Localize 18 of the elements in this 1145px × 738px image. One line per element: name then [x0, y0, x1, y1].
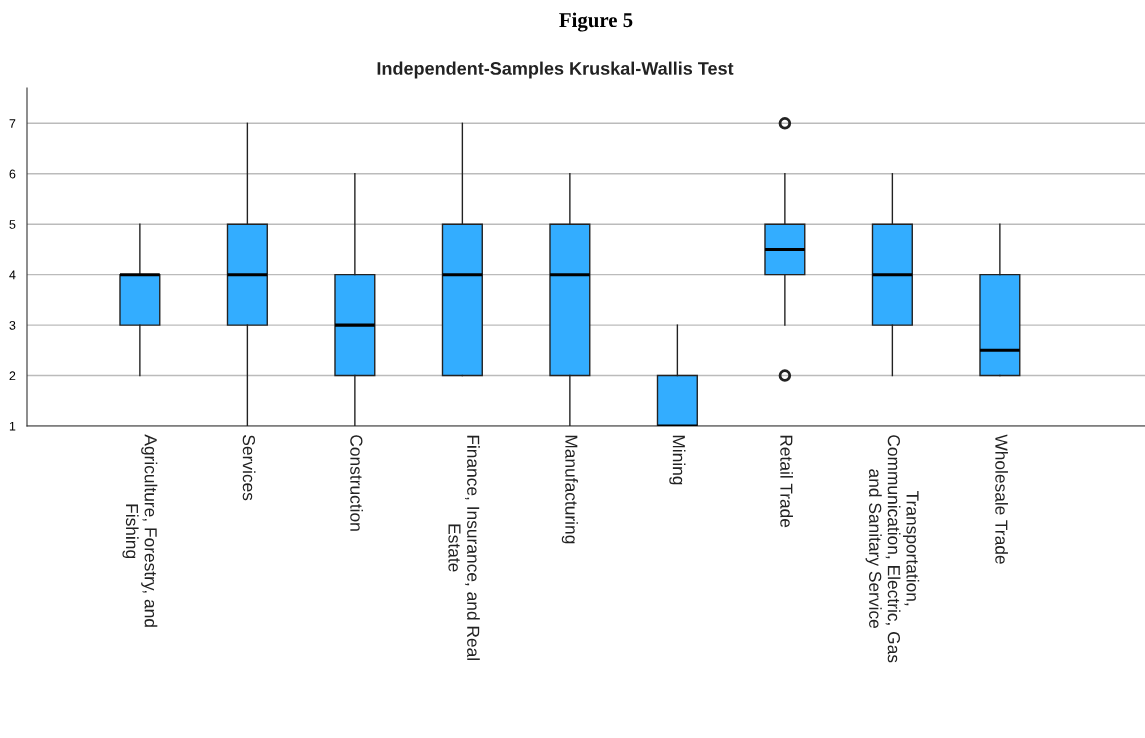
y-tick-label: 7 [9, 119, 16, 128]
x-tick-label: Mining [669, 435, 686, 485]
x-tick-label: Transportation, Communication, Electric, Gas and Sanitary Service [865, 435, 920, 663]
x-tick-label: Wholesale Trade [995, 434, 1008, 564]
y-tick-label: 2 [9, 371, 16, 381]
x-tick-label: Agriculture, Forestry, and Fishing [122, 434, 158, 627]
y-tick-label: 5 [9, 220, 16, 229]
y-tick-label: 1 [9, 421, 16, 431]
x-tick-label: Finance, Insurance, and Real Estate [448, 435, 480, 660]
x-tick-label: Services [242, 435, 256, 501]
y-tick-label: 4 [9, 270, 16, 280]
x-tick-label: Retail Trade [780, 435, 793, 528]
x-tick-label: Construction [350, 435, 363, 531]
y-tick-label: 6 [9, 169, 16, 179]
chart-subtitle: Independent-Samples Kruskal-Wallis Test [377, 61, 734, 79]
x-tick-label: Manufacturing [561, 435, 578, 544]
chart-title: Figure 5 [559, 12, 633, 32]
y-tick-label: 3 [9, 320, 16, 330]
